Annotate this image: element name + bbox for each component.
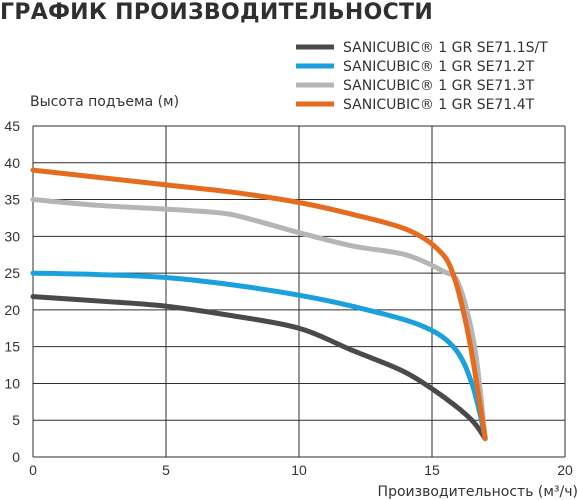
tick-labels: 0 5 10 15 20 0 5 10 15 20 25 30 35 40 45 — [4, 118, 573, 478]
legend-label-1: SANICUBIC® 1 GR SE71.1S/T — [343, 40, 548, 56]
grid — [32, 125, 566, 458]
y-tick-label: 0 — [12, 449, 20, 465]
series-line-4 — [30, 167, 488, 442]
x-tick-label: 10 — [291, 462, 307, 478]
x-tick-label: 0 — [29, 462, 37, 478]
series-line-3 — [30, 197, 488, 442]
series-line-1 — [30, 294, 488, 442]
legend-label-4: SANICUBIC® 1 GR SE71.4T — [343, 97, 535, 113]
x-tick-label: 20 — [557, 462, 573, 478]
y-tick-label: 30 — [4, 228, 20, 244]
y-tick-label: 25 — [4, 265, 20, 281]
y-tick-label: 40 — [4, 155, 20, 171]
x-axis-label: Производительность (м³/ч) — [378, 484, 578, 500]
y-tick-label: 20 — [4, 302, 20, 318]
chart-title: ГРАФИК ПРОИЗВОДИТЕЛЬНОСТИ — [0, 0, 434, 25]
y-tick-label: 35 — [4, 192, 20, 208]
y-tick-label: 10 — [4, 375, 20, 391]
y-tick-label: 15 — [4, 339, 20, 355]
x-tick-label: 5 — [162, 462, 170, 478]
series-lines — [30, 167, 488, 442]
y-tick-label: 5 — [12, 412, 20, 428]
x-tick-label: 15 — [424, 462, 440, 478]
y-tick-label: 45 — [4, 118, 20, 134]
y-axis-label: Высота подъема (м) — [30, 94, 179, 110]
legend: SANICUBIC® 1 GR SE71.1S/T SANICUBIC® 1 GR… — [296, 40, 548, 113]
legend-label-2: SANICUBIC® 1 GR SE71.2T — [343, 59, 535, 75]
series-line-2 — [30, 270, 488, 440]
legend-label-3: SANICUBIC® 1 GR SE71.3T — [343, 78, 535, 94]
